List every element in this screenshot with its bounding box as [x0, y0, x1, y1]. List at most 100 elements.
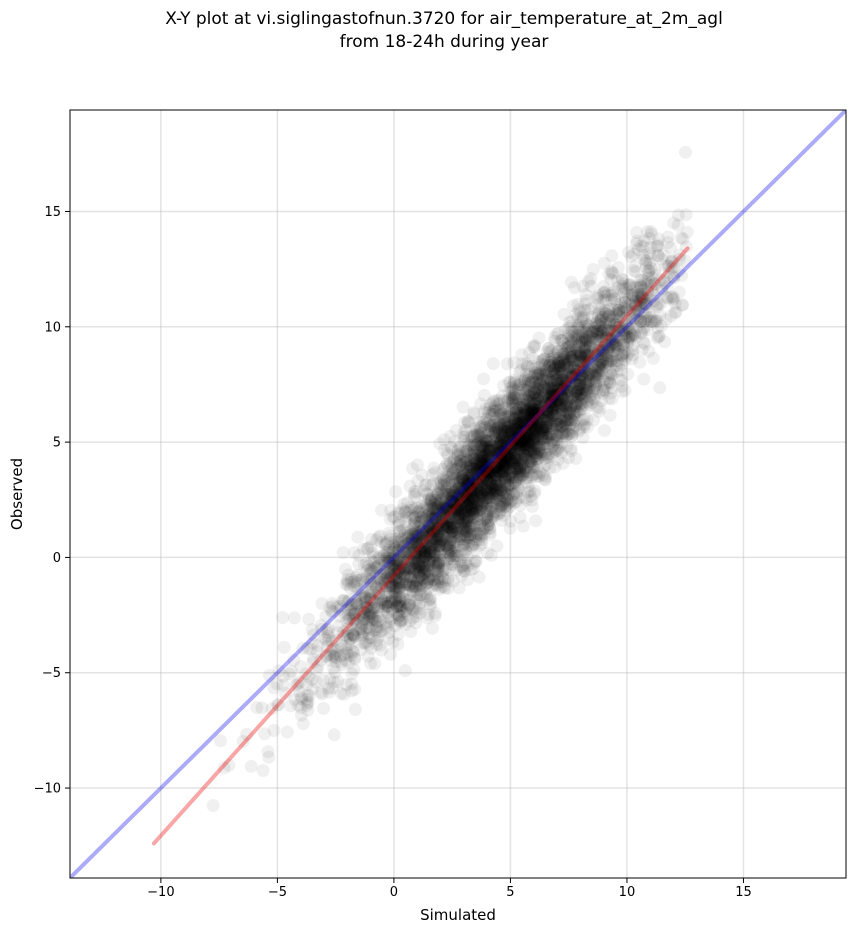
scatter-point [331, 626, 345, 640]
scatter-point [471, 483, 485, 497]
scatter-point [341, 575, 355, 589]
scatter-point [575, 334, 589, 348]
scatter-point [452, 488, 466, 502]
scatter-point [467, 500, 481, 514]
scatter-point [501, 424, 515, 438]
scatter-point [372, 600, 386, 614]
scatter-point [540, 457, 553, 471]
scatter-point [441, 546, 455, 560]
scatter-point [505, 437, 519, 451]
scatter-point [336, 546, 350, 559]
scatter-point [495, 445, 509, 459]
scatter-point [534, 399, 548, 413]
scatter-point [525, 461, 539, 474]
scatter-point [389, 586, 402, 600]
scatter-point [352, 549, 366, 562]
scatter-point [360, 564, 374, 577]
scatter-point [522, 431, 536, 445]
scatter-point [472, 570, 486, 584]
scatter-point [592, 367, 606, 381]
scatter-point [532, 408, 546, 422]
scatter-point [668, 306, 682, 320]
scatter-point [449, 511, 463, 525]
scatter-point [437, 529, 451, 543]
scatter-point [431, 530, 445, 544]
scatter-point [452, 481, 466, 495]
scatter-point [645, 227, 659, 241]
scatter-point [369, 634, 383, 648]
scatter-point [464, 481, 478, 495]
scatter-point [444, 503, 458, 517]
scatter-point [477, 458, 491, 472]
scatter-point [409, 546, 423, 560]
scatter-point [407, 552, 421, 566]
scatter-point [502, 448, 516, 462]
scatter-point [563, 412, 577, 426]
scatter-point [379, 538, 392, 552]
scatter-point [441, 501, 455, 515]
scatter-point [413, 543, 427, 557]
scatter-point [598, 343, 612, 357]
scatter-point [424, 543, 438, 556]
scatter-point [521, 479, 535, 493]
scatter-point [559, 355, 572, 369]
scatter-point [455, 482, 469, 495]
scatter-point [518, 424, 531, 438]
scatter-point [440, 541, 454, 555]
scatter-point [458, 463, 472, 477]
scatter-point [441, 500, 455, 514]
scatter-point [592, 326, 606, 340]
scatter-point [499, 487, 513, 501]
scatter-point [528, 430, 541, 444]
scatter-point [497, 483, 511, 497]
scatter-point [505, 393, 519, 407]
scatter-point [470, 463, 483, 477]
scatter-point [484, 465, 498, 479]
scatter-point [437, 477, 451, 491]
scatter-point [420, 523, 434, 537]
scatter-point [412, 536, 426, 550]
scatter-point [528, 422, 542, 436]
scatter-point [518, 398, 531, 411]
scatter-point [562, 327, 576, 341]
scatter-point [547, 387, 561, 401]
scatter-point [565, 429, 579, 442]
scatter-point [634, 291, 648, 305]
scatter-point [636, 248, 650, 262]
scatter-point [504, 424, 518, 437]
scatter-point [460, 491, 474, 505]
scatter-point [447, 520, 461, 534]
scatter-point [428, 609, 442, 623]
scatter-point [371, 620, 385, 634]
scatter-point [445, 494, 459, 508]
scatter-point [359, 590, 373, 604]
scatter-point [475, 459, 489, 473]
scatter-point [482, 517, 496, 531]
scatter-point [461, 476, 475, 490]
scatter-point [494, 445, 507, 459]
scatter-point [576, 330, 590, 344]
scatter-point [428, 563, 442, 577]
scatter-point [470, 488, 484, 502]
scatter-point [631, 291, 645, 305]
scatter-point [514, 375, 528, 389]
scatter-point [435, 500, 449, 514]
scatter-point [382, 556, 396, 569]
scatter-point [563, 365, 577, 379]
scatter-point [485, 499, 499, 513]
scatter-point [466, 471, 480, 484]
scatter-point [462, 473, 476, 487]
scatter-point [453, 497, 466, 511]
scatter-point [543, 406, 557, 420]
scatter-point [629, 294, 643, 308]
scatter-point [488, 415, 502, 429]
scatter-point [465, 525, 479, 539]
scatter-point [439, 518, 453, 532]
scatter-point [392, 551, 406, 564]
scatter-point [386, 603, 400, 617]
scatter-point [457, 486, 471, 500]
scatter-point [464, 493, 478, 507]
scatter-point [398, 570, 412, 584]
scatter-point [544, 364, 557, 377]
scatter-point [583, 393, 597, 406]
